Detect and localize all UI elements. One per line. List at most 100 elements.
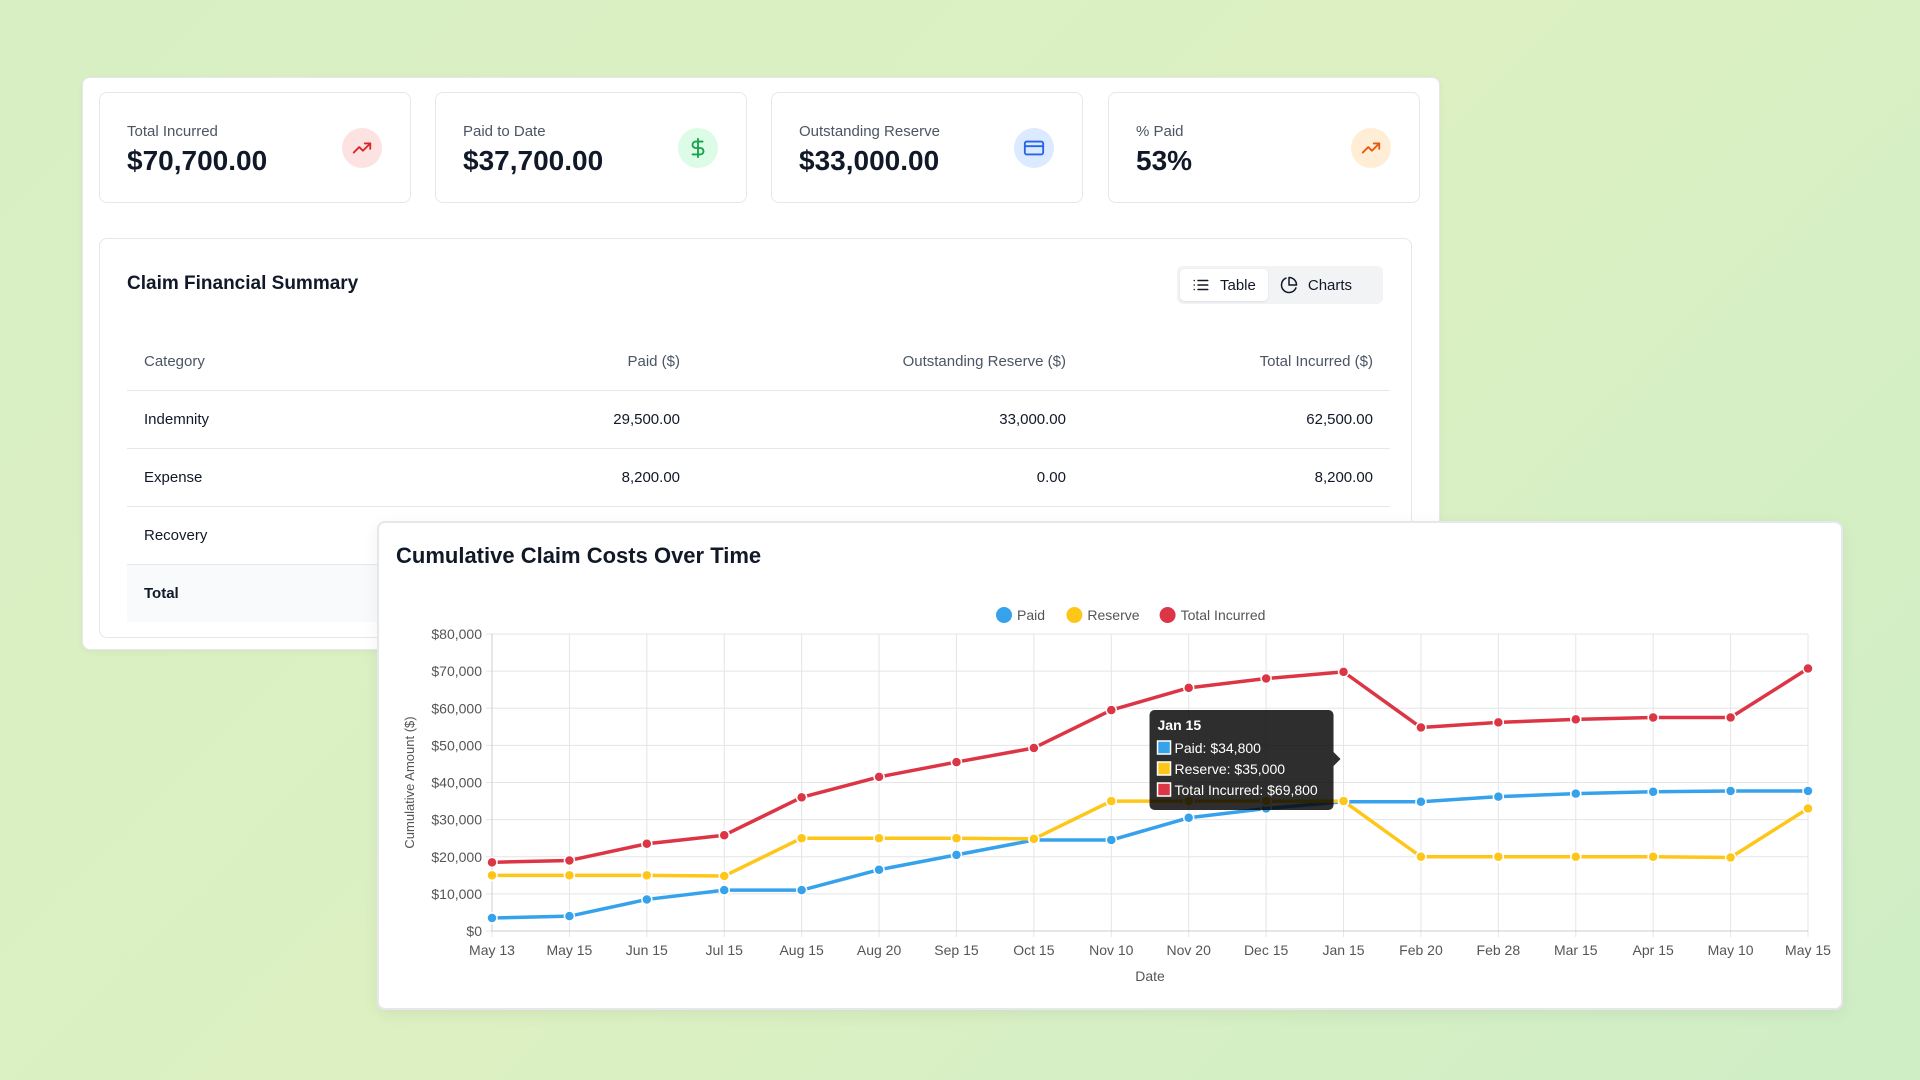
table-row: Indemnity 29,500.00 33,000.00 62,500.00 [127,390,1390,449]
kpi-label: % Paid [1136,123,1184,140]
kpi-value: $70,700.00 [127,145,268,176]
data-point [950,756,963,768]
legend-label: Total Incurred [1181,607,1266,623]
x-tick-label: May 15 [546,942,592,958]
cumulative-costs-chart-card: Cumulative Claim Costs Over Time $0 $10,0… [377,521,1843,1010]
data-point [950,832,963,844]
data-point [1415,851,1427,863]
data-point [1337,666,1350,678]
data-point [1492,716,1505,729]
dashboard-panel: Total Incurred $70,700.00 Paid to Date $… [82,77,1440,650]
data-point [718,829,730,841]
x-tick-label: Dec 15 [1244,942,1289,958]
column-header: Total Incurred ($) [1083,333,1390,391]
table-cell: 8,200.00 [1083,448,1390,507]
data-point [1570,787,1582,800]
data-point [1260,672,1272,685]
table-view-label: Table [1220,276,1256,294]
table-cell: 0.00 [697,448,1083,507]
data-point [1570,851,1582,863]
x-tick-label: Feb 28 [1477,942,1521,958]
trending-up-icon [342,128,382,168]
kpi-label: Paid to Date [463,123,546,140]
legend-item: Reserve [1066,607,1140,623]
credit-card-icon [1014,128,1054,168]
table-view-button[interactable]: Table [1180,269,1268,301]
data-point [641,869,653,882]
column-header: Paid ($) [427,333,697,391]
data-point [873,863,885,876]
x-tick-label: Aug 20 [857,942,902,958]
y-tick-label: $50,000 [431,737,482,753]
x-tick-label: Nov 10 [1089,942,1134,958]
kpi-card-paid-to-date: Paid to Date $37,700.00 [435,92,747,203]
column-header: Outstanding Reserve ($) [697,333,1083,391]
y-tick-label: $0 [466,923,482,939]
tooltip-background [1149,710,1334,810]
y-tick-label: $20,000 [431,849,482,865]
tooltip-caret [1333,752,1341,766]
table-cell: Expense [127,448,427,507]
tooltip-swatch [1156,761,1172,776]
data-point [486,912,498,924]
legend-marker [1066,607,1083,623]
table-cell: 8,200.00 [427,448,697,507]
table-cell: 33,000.00 [697,390,1083,449]
data-point [1647,711,1659,724]
data-point [563,869,576,882]
tooltip-line: Paid: $34,800 [1175,740,1262,756]
dollar-icon [678,128,718,168]
series-line [491,667,1809,865]
data-point [486,856,498,869]
kpi-value: $37,700.00 [463,145,604,176]
view-toggle: Table Charts [1177,266,1383,304]
legend-item: Total Incurred [1159,607,1266,623]
tooltip-line: Reserve: $35,000 [1175,761,1286,777]
summary-title: Claim Financial Summary [127,273,359,294]
data-point [1182,812,1195,824]
chart-tooltip: Jan 15 Paid: $34,800 Reserve: $35,000 Total… [1149,710,1341,810]
line-chart: $0 $10,000 $20,000 $30,000 $40,000 $50,000 $60… [402,607,1831,984]
kpi-label: Total Incurred [127,123,218,140]
x-tick-label: Jul 15 [706,942,744,958]
legend-label: Reserve [1087,607,1139,623]
data-point [1492,790,1505,803]
data-point [1802,802,1814,815]
data-point [1802,662,1814,675]
kpi-value: 53% [1136,145,1193,176]
data-point [1570,713,1582,726]
list-icon [1193,279,1209,291]
kpi-value: $33,000.00 [799,145,940,176]
data-point [1028,742,1040,754]
data-point [1415,721,1427,734]
y-tick-label: $30,000 [431,812,482,828]
data-point [1337,795,1350,807]
data-point [563,910,576,922]
data-point [795,832,808,844]
legend-label: Paid [1017,607,1045,623]
data-point [1802,785,1814,797]
data-point [641,893,653,906]
data-point [1724,785,1737,797]
tooltip-title: Jan 15 [1158,717,1202,733]
data-point [1105,834,1118,846]
x-tick-label: May 13 [469,942,515,958]
data-point [1105,704,1118,716]
column-header: Category [127,333,427,391]
x-tick-label: Mar 15 [1554,942,1598,958]
charts-view-button[interactable]: Charts [1268,269,1364,301]
legend-marker [996,607,1012,623]
charts-view-label: Charts [1307,276,1353,294]
tooltip-swatch [1156,740,1172,755]
x-tick-label: Aug 15 [779,942,824,958]
data-point [1492,851,1505,863]
y-tick-label: $70,000 [431,663,482,679]
x-tick-label: Oct 15 [1013,942,1054,958]
data-point [795,791,808,804]
tooltip-line: Total Incurred: $69,800 [1175,782,1318,798]
data-point [873,771,885,783]
data-point [1105,795,1118,807]
data-point [718,884,730,896]
y-axis-title: Cumulative Amount ($) [402,716,417,848]
data-point [486,869,498,882]
